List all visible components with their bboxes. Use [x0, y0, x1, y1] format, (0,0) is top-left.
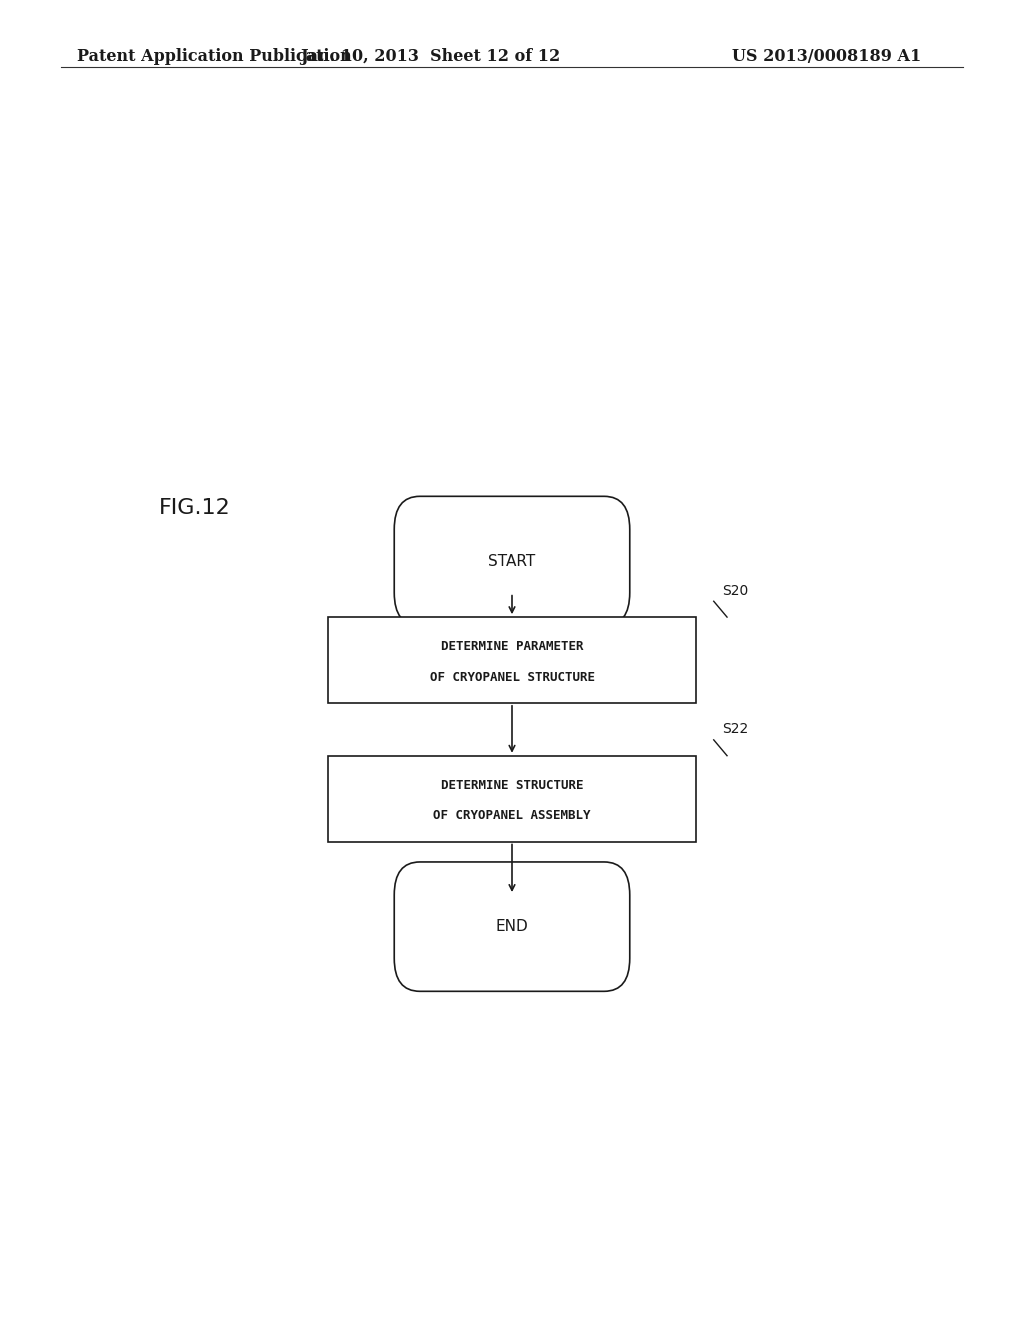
FancyBboxPatch shape: [394, 496, 630, 626]
Text: Jan. 10, 2013  Sheet 12 of 12: Jan. 10, 2013 Sheet 12 of 12: [300, 49, 560, 65]
Text: DETERMINE PARAMETER: DETERMINE PARAMETER: [440, 640, 584, 653]
FancyBboxPatch shape: [328, 755, 696, 842]
FancyBboxPatch shape: [394, 862, 630, 991]
FancyBboxPatch shape: [328, 618, 696, 702]
Text: OF CRYOPANEL STRUCTURE: OF CRYOPANEL STRUCTURE: [429, 671, 595, 684]
Text: END: END: [496, 919, 528, 935]
Text: FIG.12: FIG.12: [159, 498, 230, 519]
Text: Patent Application Publication: Patent Application Publication: [77, 49, 351, 65]
Text: S20: S20: [722, 583, 749, 598]
Text: DETERMINE STRUCTURE: DETERMINE STRUCTURE: [440, 779, 584, 792]
Text: US 2013/0008189 A1: US 2013/0008189 A1: [732, 49, 922, 65]
Text: S22: S22: [722, 722, 749, 737]
Text: START: START: [488, 553, 536, 569]
Text: OF CRYOPANEL ASSEMBLY: OF CRYOPANEL ASSEMBLY: [433, 809, 591, 822]
